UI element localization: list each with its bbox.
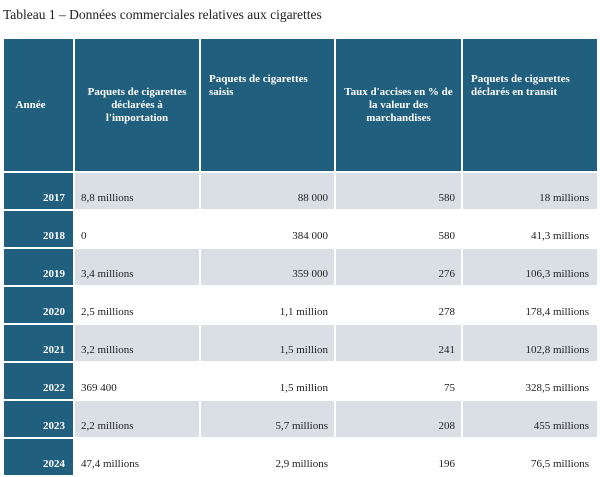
seized-cell: 1,5 million [200,324,336,363]
imports-cell: 369 400 [74,362,201,401]
cigarette-trade-table: Année Paquets de cigarettes déclarées à … [4,39,597,477]
transit-cell: 41,3 millions [462,210,597,249]
year-cell: 2021 [4,324,75,363]
header-excise-rate: Taux d'accises en % de la valeur des mar… [335,39,463,173]
excise-rate-cell: 278 [335,286,463,325]
seized-cell: 384 000 [200,210,336,249]
table-row: 2024 47,4 millions 2,9 millions 196 76,5… [4,438,597,477]
transit-cell: 76,5 millions [462,438,597,477]
header-transit: Paquets de cigarettes déclarés en transi… [462,39,597,173]
imports-cell: 0 [74,210,201,249]
year-cell: 2020 [4,286,75,325]
header-imports: Paquets de cigarettes déclarées à l'impo… [74,39,201,173]
year-cell: 2017 [4,172,75,211]
table-row: 2022 369 400 1,5 million 75 328,5 millio… [4,362,597,401]
imports-cell: 3,4 millions [74,248,201,287]
table-row: 2021 3,2 millions 1,5 million 241 102,8 … [4,324,597,363]
excise-rate-cell: 241 [335,324,463,363]
imports-cell: 47,4 millions [74,438,201,477]
transit-cell: 178,4 millions [462,286,597,325]
transit-cell: 328,5 millions [462,362,597,401]
seized-cell: 88 000 [200,172,336,211]
transit-cell: 102,8 millions [462,324,597,363]
seized-cell: 1,5 million [200,362,336,401]
year-cell: 2018 [4,210,75,249]
seized-cell: 359 000 [200,248,336,287]
header-year: Année [4,39,75,173]
year-cell: 2024 [4,438,75,477]
table-row: 2018 0 384 000 580 41,3 millions [4,210,597,249]
year-cell: 2022 [4,362,75,401]
imports-cell: 3,2 millions [74,324,201,363]
excise-rate-cell: 580 [335,210,463,249]
seized-cell: 2,9 millions [200,438,336,477]
year-cell: 2019 [4,248,75,287]
transit-cell: 18 millions [462,172,597,211]
excise-rate-cell: 196 [335,438,463,477]
table-caption: Tableau 1 – Données commerciales relativ… [3,7,322,22]
transit-cell: 106,3 millions [462,248,597,287]
imports-cell: 8,8 millions [74,172,201,211]
table-row: 2019 3,4 millions 359 000 276 106,3 mill… [4,248,597,287]
excise-rate-cell: 276 [335,248,463,287]
seized-cell: 1,1 million [200,286,336,325]
table-row: 2020 2,5 millions 1,1 million 278 178,4 … [4,286,597,325]
excise-rate-cell: 75 [335,362,463,401]
imports-cell: 2,5 millions [74,286,201,325]
table-header-row: Année Paquets de cigarettes déclarées à … [4,39,597,173]
excise-rate-cell: 580 [335,172,463,211]
header-seized: Paquets de cigarettes saisis [200,39,336,173]
table-row: 2017 8,8 millions 88 000 580 18 millions [4,172,597,211]
